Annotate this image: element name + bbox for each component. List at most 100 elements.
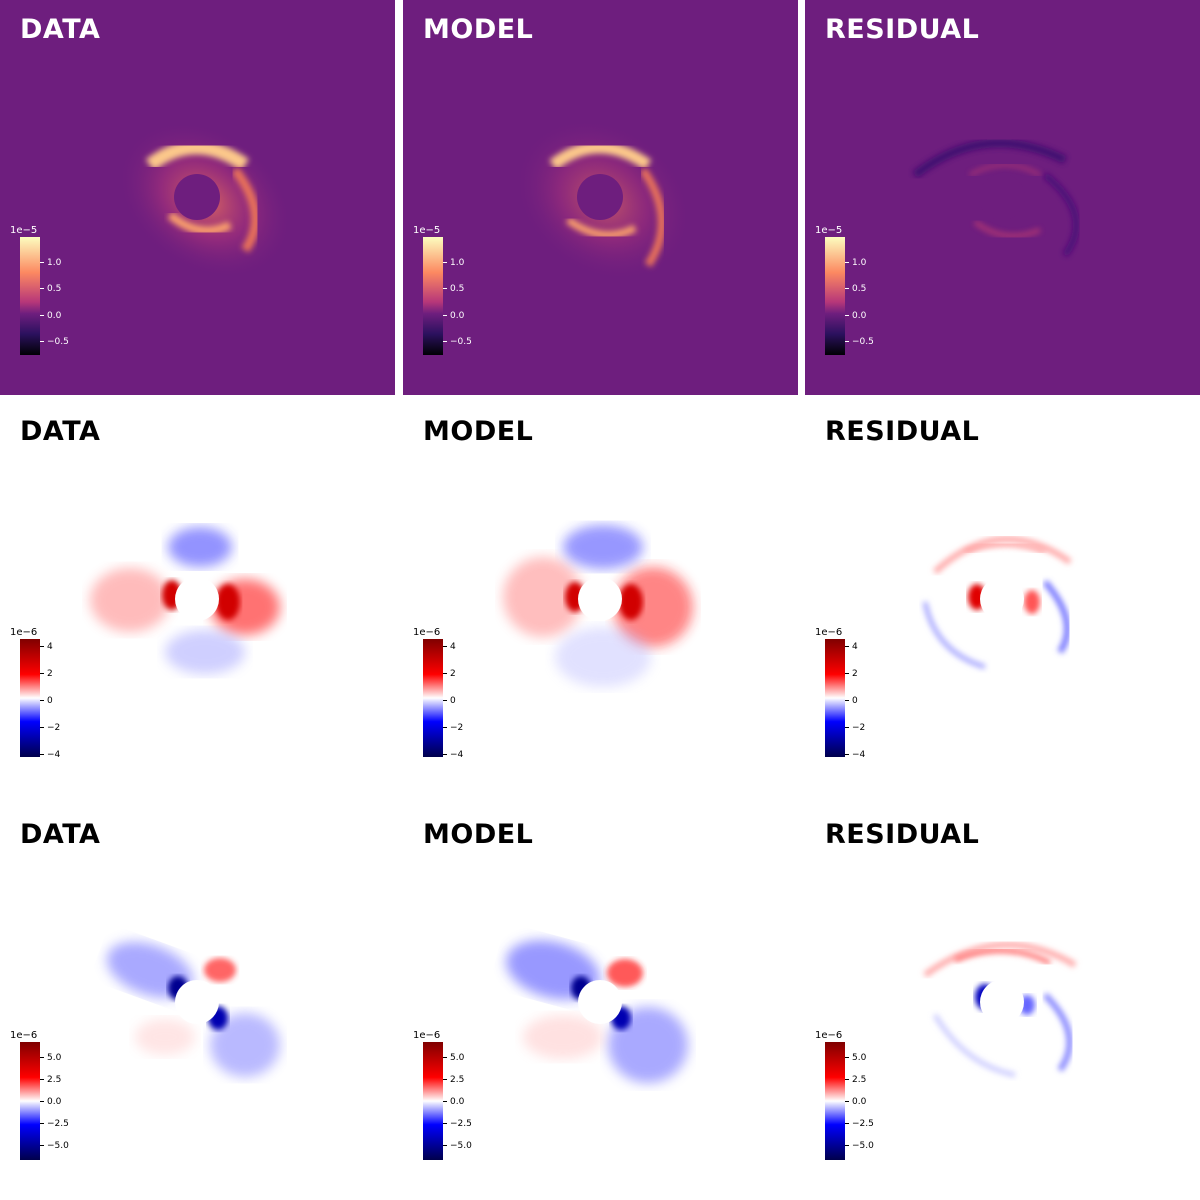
- panel-title: RESIDUAL: [825, 416, 980, 447]
- colorbar-gradient: [423, 237, 443, 355]
- colorbar: 1e−5 1.0 0.5 0.0 −0.5: [815, 225, 895, 360]
- colorbar-tick: 4: [443, 642, 456, 652]
- colorbar-tick: −2: [443, 723, 463, 733]
- colorbar-gradient: [825, 237, 845, 355]
- panel-row3-residual: RESIDUAL 1e−6 5.0 2.5 0.0 −2.5 −5.0: [805, 805, 1200, 1200]
- colorbar-tick: 4: [40, 642, 53, 652]
- colorbar-gradient: [20, 237, 40, 355]
- colorbar-tick: 0.5: [443, 284, 464, 294]
- coronagraph-mask: [175, 980, 219, 1024]
- colorbar-tick: −2.5: [443, 1119, 472, 1129]
- panel-row3-data: DATA 1e−6 5.0 2.5 0.0 −2.5 −5.0: [0, 805, 395, 1200]
- panel-row1-residual: RESIDUAL 1e−5 1.0 0.5 0.0 −0.5: [805, 0, 1200, 395]
- colorbar-tick: 0.0: [40, 311, 61, 321]
- disk-image: [117, 120, 293, 280]
- polarization-image: [90, 527, 280, 674]
- colorbar-exponent: 1e−6: [413, 1030, 441, 1041]
- colorbar-gradient: [825, 1042, 845, 1160]
- colorbar-tick: −5.0: [40, 1141, 69, 1151]
- coronagraph-mask: [980, 577, 1024, 621]
- colorbar-tick: −2: [845, 723, 865, 733]
- colorbar-gradient: [825, 639, 845, 757]
- colorbar-tick: 5.0: [443, 1053, 464, 1063]
- panel-row3-model: MODEL 1e−6 5.0 2.5 0.0 −2.5 −5.0: [403, 805, 798, 1200]
- colorbar-tick: 1.0: [845, 258, 866, 268]
- colorbar-tick: −0.5: [845, 337, 874, 347]
- coronagraph-mask: [980, 980, 1024, 1024]
- polarization-image: [503, 525, 693, 687]
- coronagraph-mask: [578, 577, 622, 621]
- colorbar: 1e−6 4 2 0 −2 −4: [10, 627, 90, 762]
- panel-row2-model: MODEL 1e−6 4 2 0 −2 −4: [403, 402, 798, 797]
- colorbar-tick: −5.0: [443, 1141, 472, 1151]
- colorbar-gradient: [423, 1042, 443, 1160]
- colorbar: 1e−5 1.0 0.5 0.0 −0.5: [413, 225, 493, 360]
- colorbar-tick: −0.5: [40, 337, 69, 347]
- colorbar-tick: −2: [40, 723, 60, 733]
- colorbar-tick: 2: [40, 669, 53, 679]
- colorbar-tick: −2.5: [40, 1119, 69, 1129]
- coronagraph-mask: [174, 174, 220, 220]
- polarization-image: [923, 941, 1077, 1078]
- colorbar: 1e−6 4 2 0 −2 −4: [413, 627, 493, 762]
- colorbar-gradient: [423, 639, 443, 757]
- colorbar-tick: −4: [845, 750, 865, 760]
- colorbar-tick: 2: [845, 669, 858, 679]
- colorbar-tick: 0.5: [845, 284, 866, 294]
- polarization-image: [106, 941, 280, 1077]
- coronagraph-mask: [979, 174, 1025, 220]
- colorbar-tick: 1.0: [40, 258, 61, 268]
- polarization-image: [922, 536, 1072, 670]
- colorbar-gradient: [20, 1042, 40, 1160]
- colorbar-exponent: 1e−6: [10, 627, 38, 638]
- coronagraph-mask: [578, 980, 622, 1024]
- colorbar-tick: 0: [845, 696, 858, 706]
- colorbar-exponent: 1e−6: [10, 1030, 38, 1041]
- disk-image: [912, 139, 1080, 257]
- polarization-image: [506, 940, 688, 1083]
- colorbar-tick: 0.5: [40, 284, 61, 294]
- colorbar-tick: −5.0: [845, 1141, 874, 1151]
- panel-title: MODEL: [423, 416, 534, 447]
- colorbar-tick: 0.0: [443, 311, 464, 321]
- colorbar-tick: 2.5: [443, 1075, 464, 1085]
- colorbar: 1e−6 4 2 0 −2 −4: [815, 627, 895, 762]
- colorbar: 1e−6 5.0 2.5 0.0 −2.5 −5.0: [10, 1030, 90, 1165]
- panel-title: DATA: [20, 819, 101, 850]
- colorbar-tick: 0.0: [40, 1097, 61, 1107]
- colorbar-tick: −4: [40, 750, 60, 760]
- colorbar-tick: 0.0: [845, 311, 866, 321]
- colorbar-tick: 2.5: [845, 1075, 866, 1085]
- colorbar-tick: 5.0: [845, 1053, 866, 1063]
- colorbar-tick: 1.0: [443, 258, 464, 268]
- colorbar: 1e−6 5.0 2.5 0.0 −2.5 −5.0: [413, 1030, 493, 1165]
- colorbar-tick: 0.0: [443, 1097, 464, 1107]
- colorbar-tick: 5.0: [40, 1053, 61, 1063]
- colorbar-exponent: 1e−5: [815, 225, 843, 236]
- colorbar-exponent: 1e−6: [815, 627, 843, 638]
- panel-row2-residual: RESIDUAL 1e−6 4 2 0 −2 −4: [805, 402, 1200, 797]
- colorbar: 1e−5 1.0 0.5 0.0 −0.5: [10, 225, 90, 360]
- panel-row1-model: MODEL 1e−5 1.0 0.5 0.0 −0.5: [403, 0, 798, 395]
- colorbar-tick: 0.0: [845, 1097, 866, 1107]
- colorbar-tick: −4: [443, 750, 463, 760]
- panel-title: DATA: [20, 416, 101, 447]
- colorbar-tick: −0.5: [443, 337, 472, 347]
- panel-title: RESIDUAL: [825, 14, 980, 45]
- colorbar-exponent: 1e−6: [413, 627, 441, 638]
- colorbar-exponent: 1e−5: [413, 225, 441, 236]
- colorbar-tick: 0: [40, 696, 53, 706]
- colorbar-tick: 2.5: [40, 1075, 61, 1085]
- colorbar-tick: 2: [443, 669, 456, 679]
- colorbar-tick: 0: [443, 696, 456, 706]
- panel-row1-data: DATA 1e−5 1.0 0.5 0.0 −0.5: [0, 0, 395, 395]
- colorbar: 1e−6 5.0 2.5 0.0 −2.5 −5.0: [815, 1030, 895, 1165]
- coronagraph-mask: [175, 577, 219, 621]
- disk-image: [514, 117, 692, 283]
- panel-title: RESIDUAL: [825, 819, 980, 850]
- panel-title: MODEL: [423, 819, 534, 850]
- coronagraph-mask: [577, 174, 623, 220]
- colorbar-gradient: [20, 639, 40, 757]
- panel-title: DATA: [20, 14, 101, 45]
